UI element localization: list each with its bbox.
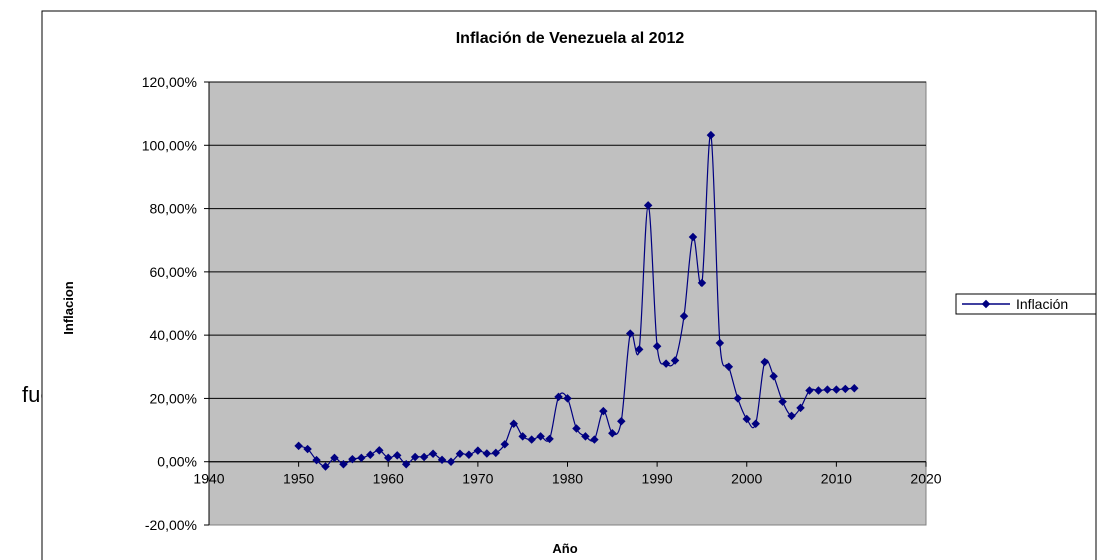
plot-area	[208, 81, 927, 526]
data-point-1963	[410, 452, 420, 462]
x-tick-label-6: 2000	[731, 471, 762, 487]
y-tick-label-2: 20,00%	[150, 390, 197, 406]
data-point-2011	[841, 384, 850, 394]
data-point-1978	[545, 434, 554, 444]
x-axis-label: Año	[552, 541, 577, 556]
legend-label: Inflación	[1016, 296, 1068, 312]
data-point-1969	[464, 450, 474, 459]
data-point-1982	[581, 432, 590, 441]
x-tick-label-7: 2010	[821, 471, 852, 487]
data-point-1971	[482, 449, 492, 458]
data-point-1970	[473, 446, 483, 455]
data-point-1964	[419, 452, 429, 462]
y-tick-label-6: 100,00%	[142, 137, 197, 153]
data-point-2006	[796, 403, 805, 413]
data-point-1990	[652, 341, 662, 351]
data-point-1981	[572, 424, 581, 433]
data-point-1956	[348, 454, 357, 464]
data-point-2007	[805, 386, 814, 395]
data-point-1951	[303, 444, 312, 454]
data-point-1950	[294, 441, 303, 451]
data-point-2001	[751, 419, 760, 428]
data-point-1998	[724, 362, 734, 372]
data-point-1965	[428, 449, 438, 459]
y-tick-label-7: 120,00%	[142, 74, 197, 90]
x-tick-label-0: 1940	[193, 471, 224, 487]
data-point-1985	[608, 428, 617, 438]
data-point-1954	[330, 453, 339, 463]
data-point-1958	[366, 450, 375, 459]
data-point-2000	[742, 414, 751, 424]
data-point-1991	[661, 359, 671, 368]
legend: Inflación	[955, 293, 1097, 315]
x-tick-label-4: 1980	[552, 471, 583, 487]
x-tick-label-2: 1960	[373, 471, 404, 487]
data-point-1986	[617, 416, 626, 426]
data-point-1952	[312, 455, 321, 465]
y-tick-label-0: -20,00%	[145, 517, 197, 533]
data-point-1968	[455, 449, 465, 459]
data-point-1957	[357, 453, 366, 463]
data-point-2009	[823, 385, 832, 394]
data-point-1955	[339, 460, 348, 469]
data-point-2003	[769, 372, 778, 381]
data-point-1979	[554, 392, 563, 402]
data-point-1988	[634, 345, 644, 354]
y-tick-label-1: 0,00%	[157, 454, 197, 470]
data-point-1977	[536, 432, 545, 441]
data-point-2004	[778, 397, 787, 406]
data-point-1974	[509, 419, 518, 428]
data-point-1973	[500, 440, 510, 449]
data-point-1960	[384, 453, 393, 463]
y-axis-label: Inflacion	[61, 281, 76, 335]
x-tick-label-3: 1970	[462, 471, 493, 487]
y-tick-label-4: 60,00%	[150, 264, 197, 280]
data-point-1995	[697, 278, 707, 288]
x-tick-label-8: 2020	[910, 471, 941, 487]
data-point-1959	[375, 446, 384, 455]
data-point-1962	[401, 460, 411, 469]
data-point-1987	[625, 329, 635, 338]
data-point-1953	[321, 462, 330, 471]
data-point-1966	[437, 455, 447, 465]
data-point-2002	[760, 357, 769, 367]
data-point-1976	[527, 435, 536, 444]
data-point-2012	[850, 384, 859, 393]
x-tick-label-5: 1990	[642, 471, 673, 487]
data-point-1984	[599, 406, 608, 416]
data-point-1972	[491, 448, 501, 458]
data-point-1961	[392, 451, 402, 460]
legend-box	[955, 293, 1097, 315]
chart-title: Inflación de Venezuela al 2012	[456, 30, 685, 47]
data-point-1992	[670, 356, 680, 365]
legend-marker	[981, 299, 991, 309]
data-point-1980	[563, 394, 572, 403]
y-tick-label-3: 40,00%	[150, 327, 197, 343]
data-point-2010	[832, 385, 841, 394]
data-point-1999	[733, 394, 743, 403]
data-point-1993	[679, 311, 689, 321]
x-tick-label-1: 1950	[283, 471, 314, 487]
data-point-1983	[590, 435, 599, 444]
y-tick-label-5: 80,00%	[150, 201, 197, 217]
data-point-1975	[518, 432, 527, 441]
data-point-2005	[787, 411, 796, 421]
data-point-2008	[814, 386, 823, 395]
data-point-1997	[715, 338, 725, 348]
data-point-1967	[446, 457, 456, 466]
